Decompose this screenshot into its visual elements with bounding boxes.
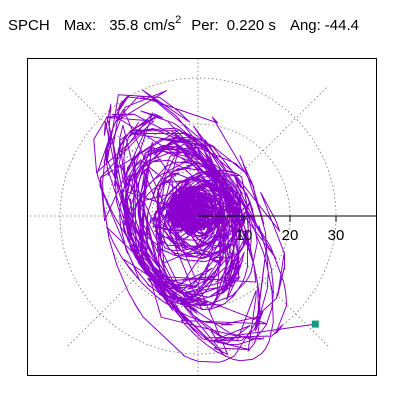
particle-motion-plot: 10 20 30 bbox=[27, 58, 377, 376]
x-tick-label-10: 10 bbox=[236, 227, 253, 244]
plot-canvas: 10 20 30 bbox=[28, 59, 376, 375]
trace-end-marker bbox=[311, 320, 319, 328]
max-label: Max: bbox=[63, 17, 97, 34]
grid-spoke-45 bbox=[67, 85, 329, 347]
period-label: Per: bbox=[191, 17, 219, 34]
x-tick-label-20: 20 bbox=[282, 227, 299, 244]
max-unit-exponent: 2 bbox=[175, 14, 182, 26]
station-code: SPCH bbox=[8, 17, 50, 34]
max-unit: cm/s bbox=[143, 17, 176, 34]
x-tick-label-30: 30 bbox=[328, 227, 345, 244]
chart-header: SPCH Max: 35.8 cm/s2 Per: 0.220 s Ang: -44.4 bbox=[8, 14, 359, 36]
angle-label: Ang: bbox=[289, 17, 321, 34]
angle-value: -44.4 bbox=[324, 17, 359, 34]
period-value: 0.220 s bbox=[226, 17, 276, 34]
grid-spoke-135 bbox=[67, 85, 329, 347]
max-value: 35.8 bbox=[109, 17, 139, 34]
particle-motion-trace bbox=[93, 89, 316, 363]
